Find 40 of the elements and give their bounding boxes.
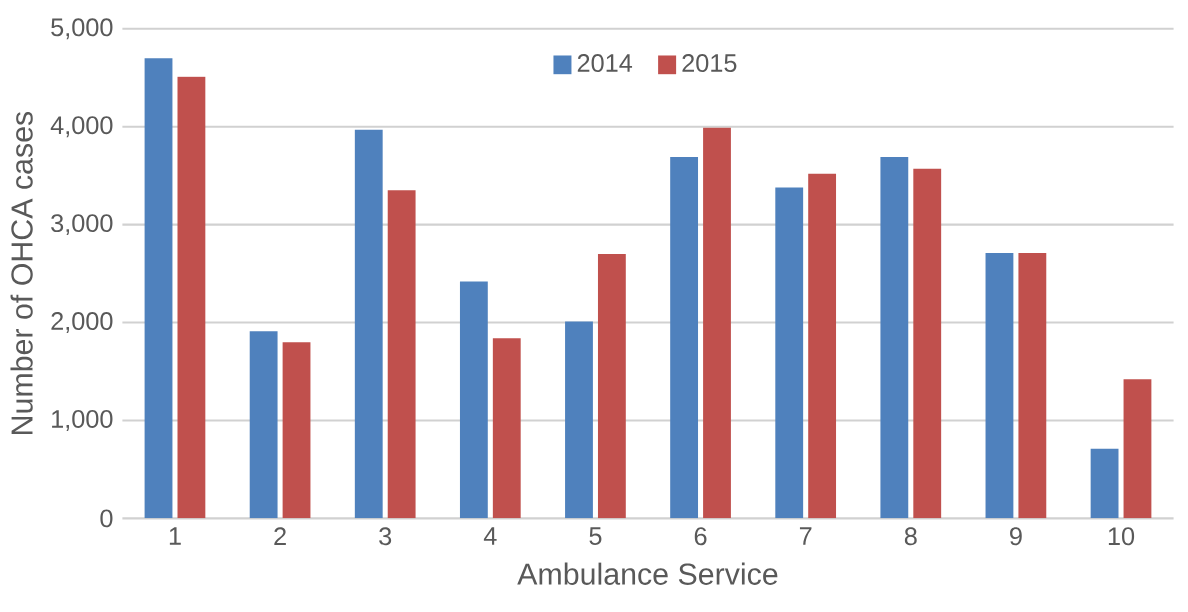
bar (880, 157, 909, 519)
x-tick-label: 8 (904, 527, 917, 546)
bar (1090, 448, 1119, 519)
y-tick-label: 4,000 (50, 116, 113, 138)
bar (565, 321, 593, 519)
bar (459, 281, 488, 519)
bar (144, 58, 173, 519)
x-tick-label: 9 (1010, 527, 1022, 546)
bar (775, 187, 804, 519)
x-tick-label: 5 (589, 527, 602, 545)
bar (913, 168, 942, 519)
bar (808, 173, 837, 519)
bar (177, 76, 206, 519)
bar (492, 338, 521, 519)
x-tick-label: 7 (799, 527, 812, 545)
y-axis-title: Number of OHCA cases (10, 111, 33, 434)
y-tick-label: 5,000 (51, 18, 113, 40)
y-tick-label: 2,000 (51, 312, 113, 334)
bar (282, 342, 311, 519)
bar (670, 157, 699, 519)
y-tick-label: 0 (100, 509, 113, 528)
bar (703, 127, 731, 519)
legend-label: 2015 (682, 54, 737, 73)
x-tick-label: 6 (694, 527, 707, 546)
y-tick-label: 1,000 (52, 410, 113, 431)
x-tick-label: 3 (379, 527, 392, 546)
y-tick-label: 3,000 (51, 214, 113, 236)
bar (1018, 253, 1047, 519)
legend-label: 2014 (577, 54, 633, 73)
bar (387, 190, 416, 519)
bar (985, 253, 1014, 519)
x-tick-label: 1 (169, 527, 181, 545)
x-tick-label: 2 (274, 527, 286, 545)
bar (249, 331, 278, 519)
x-axis-title: Ambulance Service (517, 562, 778, 585)
bar (354, 129, 383, 519)
bar (1123, 379, 1152, 519)
x-tick-label: 10 (1108, 527, 1135, 546)
x-tick-label: 4 (483, 527, 497, 545)
bar (597, 254, 626, 519)
